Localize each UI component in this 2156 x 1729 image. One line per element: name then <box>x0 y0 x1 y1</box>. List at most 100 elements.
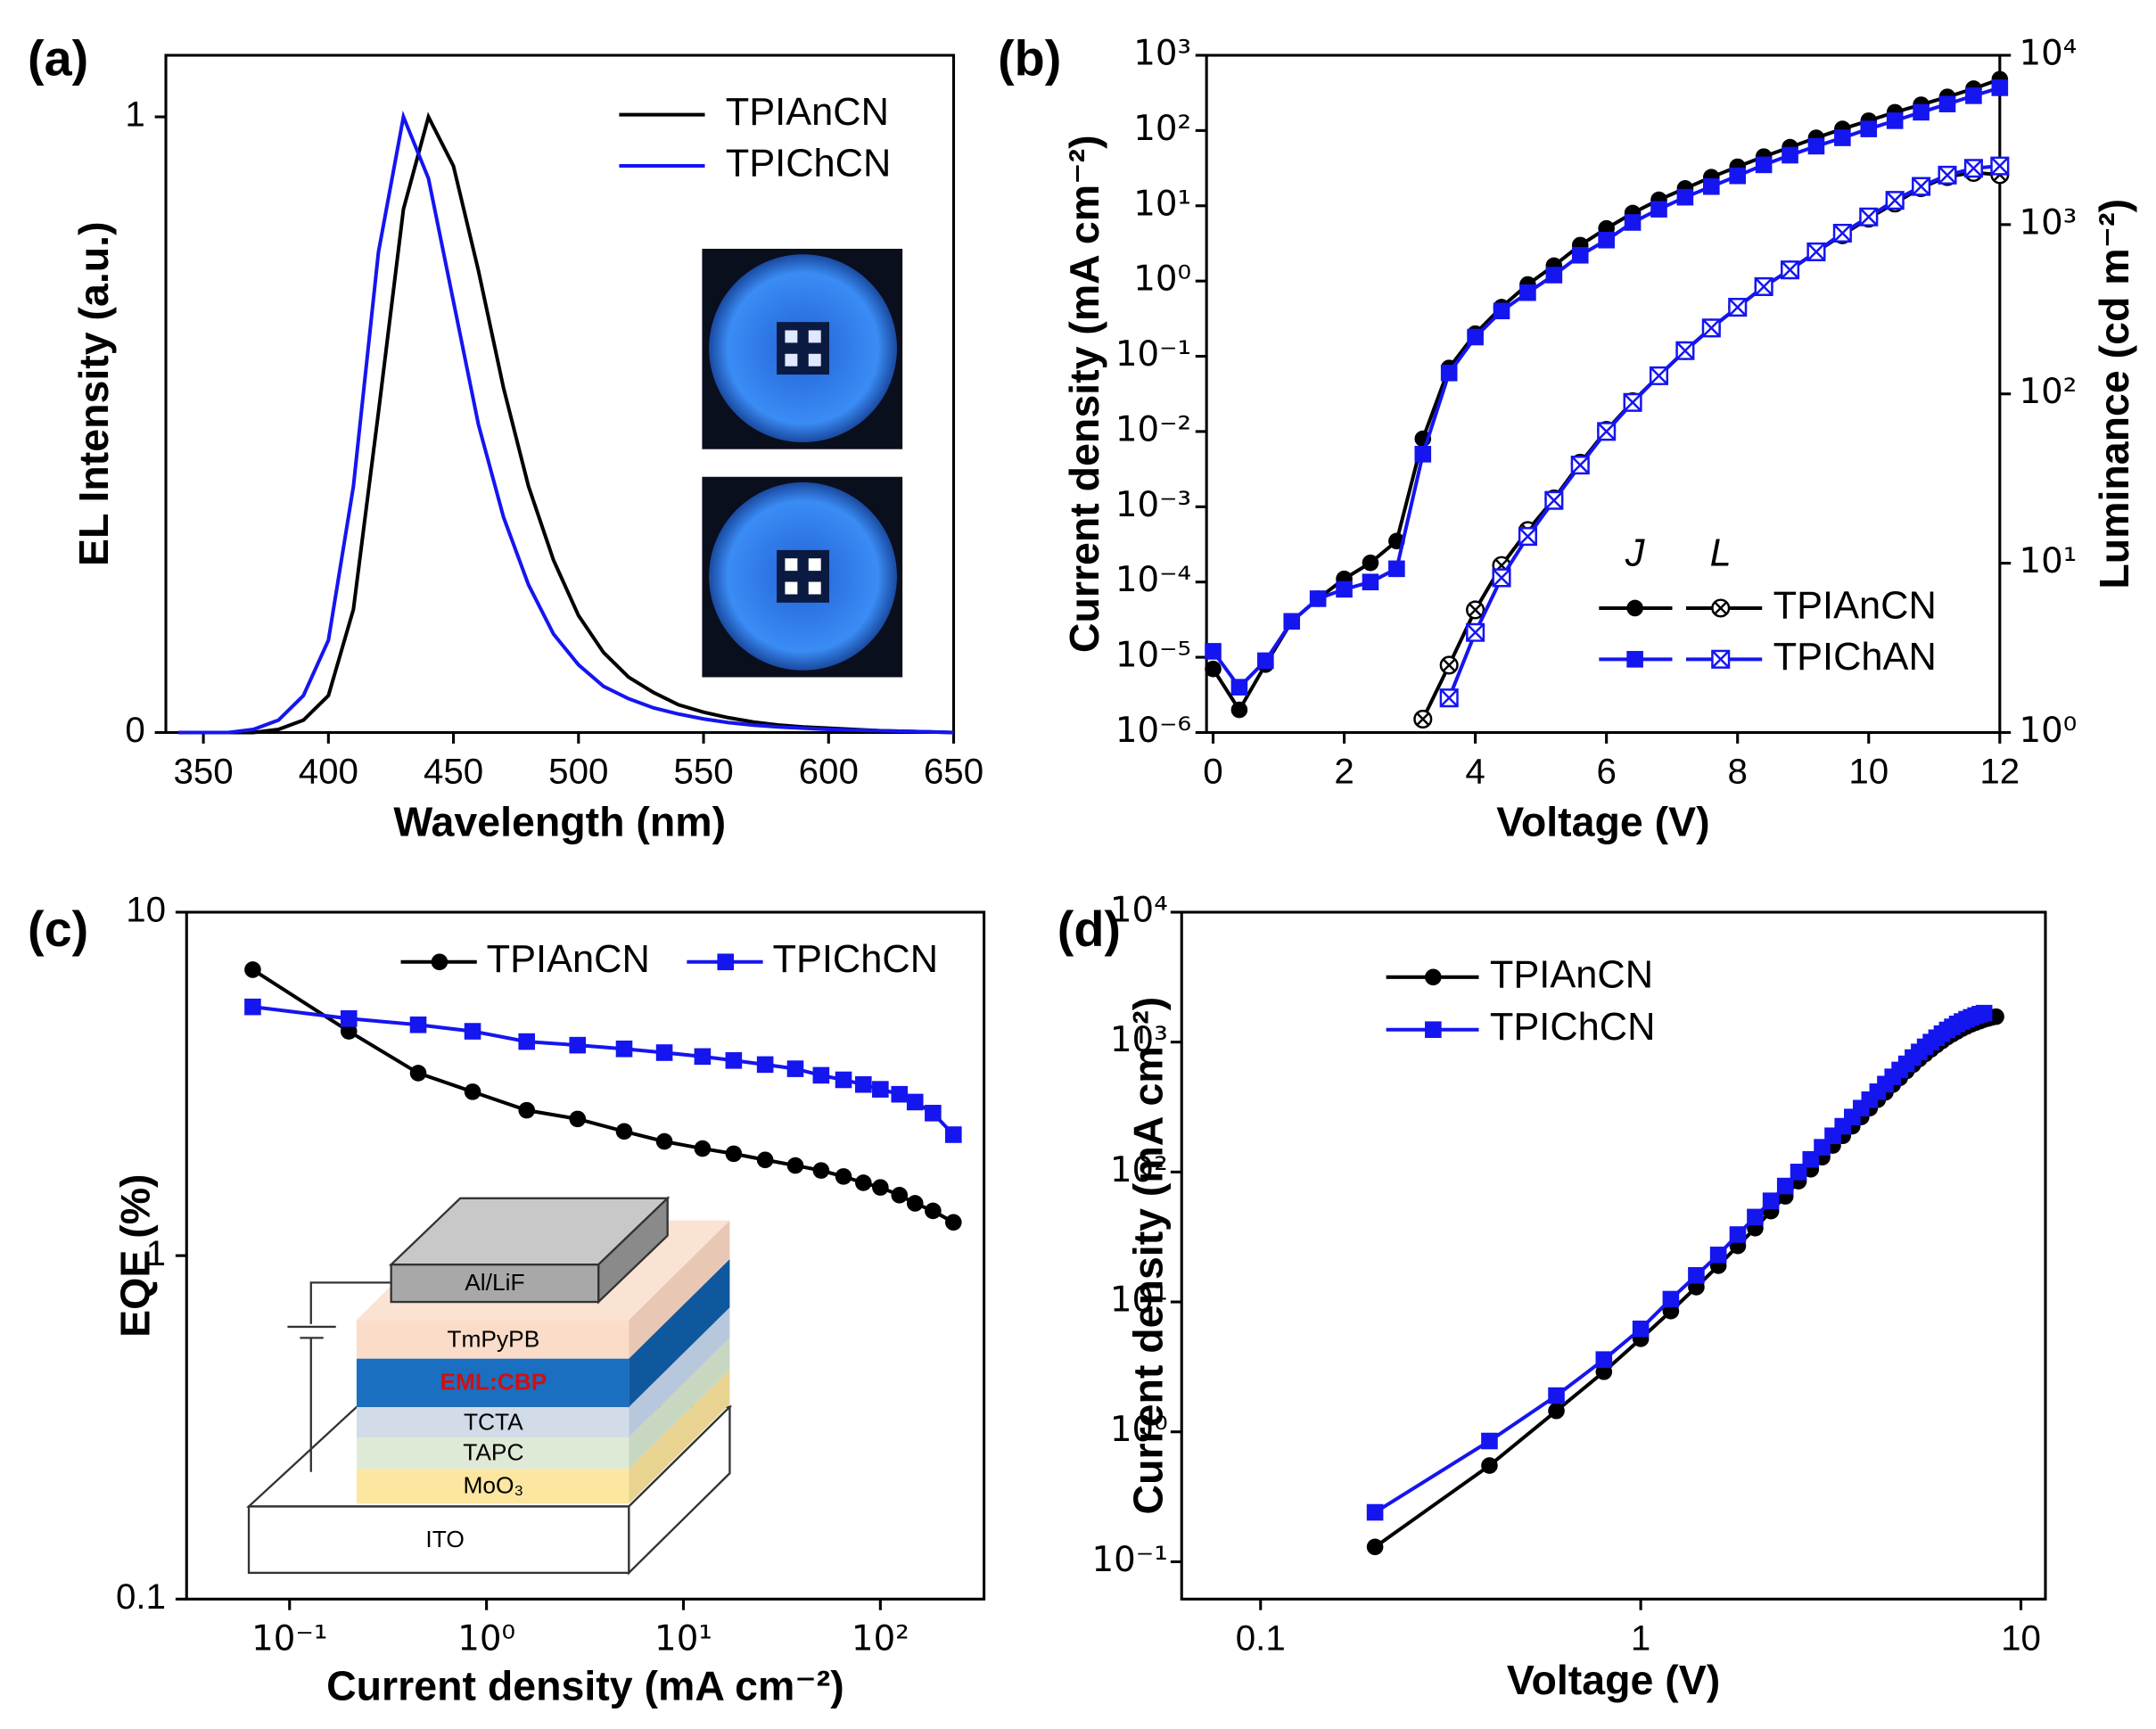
y-tick-label: 10² <box>1133 109 1191 149</box>
marker <box>1782 146 1798 164</box>
marker <box>812 1162 830 1179</box>
marker <box>340 1023 358 1040</box>
plot-frame <box>164 54 956 735</box>
marker <box>1548 1402 1565 1420</box>
series-line <box>1447 164 2001 699</box>
marker <box>615 1040 633 1058</box>
marker <box>906 1093 924 1111</box>
y-tick-label: 0.1 <box>116 1577 166 1617</box>
y2-tick-label: 10² <box>2020 372 2078 412</box>
marker <box>1938 95 1956 112</box>
y-tick-label: 10¹ <box>1110 1280 1168 1321</box>
marker <box>518 1101 536 1119</box>
series-line <box>251 967 955 1224</box>
marker <box>1425 968 1442 986</box>
marker <box>855 1075 872 1093</box>
marker <box>1544 490 1564 510</box>
marker <box>1425 1021 1442 1039</box>
marker <box>1728 298 1748 317</box>
marker <box>1336 580 1353 598</box>
marker <box>244 961 261 978</box>
marker <box>569 1110 587 1128</box>
series-line <box>252 1005 955 1136</box>
marker <box>1807 137 1825 155</box>
device-layer-label: MoO₃ <box>463 1472 523 1499</box>
marker <box>1711 649 1731 669</box>
marker <box>1309 590 1327 607</box>
device-layer-label: ITO <box>425 1526 464 1552</box>
y-tick-label: 10 <box>126 890 166 930</box>
y-tick-label: 10⁻⁵ <box>1115 636 1191 676</box>
y-axis-title: EL Intensity (a.u.) <box>70 221 117 566</box>
marker <box>1709 1247 1727 1264</box>
y-axis-title: EQE (%) <box>111 1173 158 1337</box>
marker <box>1570 455 1590 475</box>
marker <box>1366 1538 1384 1556</box>
marker <box>891 1085 909 1103</box>
marker <box>1624 214 1642 231</box>
marker <box>1806 242 1826 262</box>
series-line <box>1373 1015 1996 1549</box>
marker <box>1414 446 1432 463</box>
marker <box>725 1145 743 1163</box>
panel: 0 2 4 6 8 10 12 10⁻⁶ 10⁻⁵ 10⁻⁴ 10⁻³ 10⁻² 10⁻¹ 10⁰ 10¹ 1… <box>998 29 2137 844</box>
y-tick-label: 10¹ <box>1133 184 1191 224</box>
marker <box>1886 112 1904 129</box>
marker <box>1701 318 1721 338</box>
x-tick-label: 0 <box>1203 752 1222 792</box>
marker <box>655 1132 673 1150</box>
x-tick-label: 10 <box>2001 1618 2041 1658</box>
y-tick-label: 10⁻¹ <box>1091 1540 1167 1580</box>
marker <box>1780 260 1800 280</box>
marker <box>1975 1004 1993 1022</box>
marker <box>945 1214 962 1231</box>
y-tick-label: 10⁰ <box>1110 1410 1168 1450</box>
panel-label: (b) <box>998 29 1061 86</box>
x-tick-label: 0.1 <box>1236 1618 1286 1658</box>
marker <box>872 1179 889 1196</box>
marker <box>1632 1321 1650 1338</box>
marker <box>1597 422 1617 441</box>
marker <box>1755 156 1773 174</box>
x-tick-label: 2 <box>1334 752 1354 792</box>
marker <box>925 1105 942 1122</box>
marker <box>1913 103 1930 121</box>
panel: 350 400 450 500 550 600 650 0 1 Wavelength (nm) EL… <box>28 29 983 844</box>
marker <box>1545 267 1563 284</box>
y-tick-label: 10³ <box>1110 1020 1168 1060</box>
y-tick-label: 10⁻⁶ <box>1115 711 1191 751</box>
marker <box>812 1066 830 1084</box>
marker <box>340 1009 358 1027</box>
marker <box>569 1036 587 1054</box>
marker <box>1650 201 1667 218</box>
y2-tick-label: 10¹ <box>2020 541 2078 581</box>
marker <box>694 1140 712 1157</box>
legend-label: TPIChAN <box>1773 636 1937 679</box>
y-tick-label: 10² <box>1110 1150 1168 1190</box>
marker <box>1493 302 1510 320</box>
marker <box>1518 527 1537 547</box>
marker <box>431 953 448 971</box>
panel: 0.1 1 10 10⁻¹ 10⁰ 10¹ 10² 10³ 10⁴ Voltage (V) Curr… <box>1057 890 2047 1703</box>
device-layer-label: TCTA <box>464 1408 523 1435</box>
marker <box>694 1048 712 1066</box>
marker <box>244 998 261 1016</box>
legend-label: TPIAnCN <box>1490 953 1653 996</box>
marker <box>1859 207 1879 226</box>
marker <box>756 1151 774 1169</box>
marker <box>1676 188 1694 206</box>
x-axis-title: Voltage (V) <box>1507 1657 1720 1703</box>
marker <box>1649 366 1669 385</box>
x-tick-label: 4 <box>1465 752 1485 792</box>
marker <box>1230 679 1248 696</box>
panel-label: (d) <box>1057 901 1121 957</box>
marker <box>1466 622 1485 642</box>
marker <box>1439 655 1459 675</box>
x-tick-label: 350 <box>173 752 233 792</box>
marker <box>1834 129 1851 146</box>
x-tick-label: 8 <box>1728 752 1748 792</box>
device-layer-label: TmPyPB <box>447 1325 539 1352</box>
marker <box>835 1071 852 1089</box>
x-tick-label: 550 <box>673 752 733 792</box>
legend-label: TPIAnCN <box>487 938 650 981</box>
